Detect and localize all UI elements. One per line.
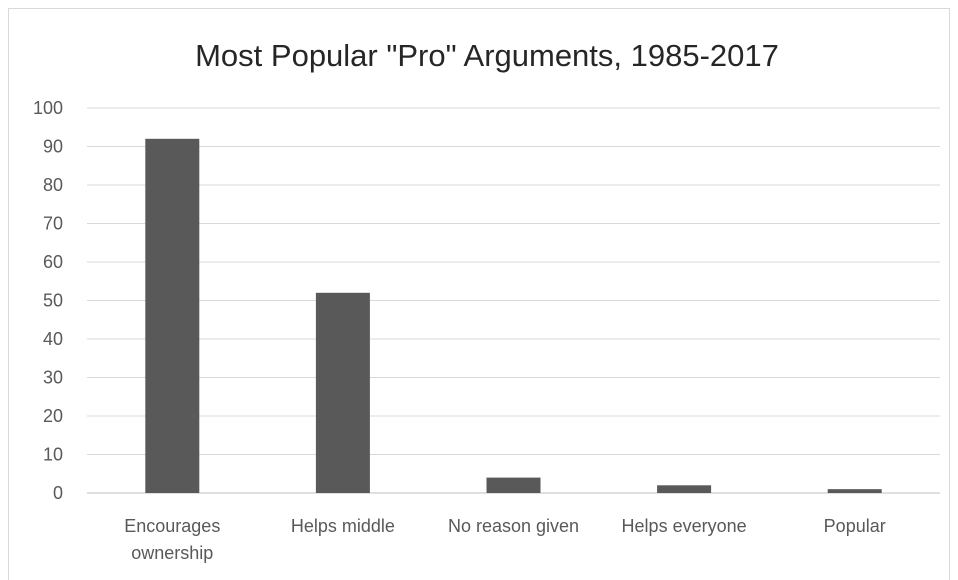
bars bbox=[145, 138, 882, 494]
chart-title: Most Popular "Pro" Arguments, 1985-2017 bbox=[195, 38, 779, 73]
x-category-label-line: Helps everyone bbox=[622, 516, 747, 536]
bar bbox=[315, 292, 370, 493]
y-tick-label: 30 bbox=[43, 368, 63, 388]
y-tick-label: 60 bbox=[43, 252, 63, 272]
y-tick-label: 20 bbox=[43, 406, 63, 426]
y-axis-labels: 0 10 20 30 40 50 60 70 80 90 100 bbox=[33, 98, 63, 503]
x-category-label-line: Popular bbox=[824, 516, 886, 536]
x-category-label: Helps everyone bbox=[622, 516, 747, 536]
y-tick-label: 80 bbox=[43, 175, 63, 195]
y-tick-label: 100 bbox=[33, 98, 63, 118]
bar bbox=[145, 138, 200, 494]
x-category-label: No reason given bbox=[448, 516, 579, 536]
x-category-label: Popular bbox=[824, 516, 886, 536]
y-tick-label: 70 bbox=[43, 214, 63, 234]
y-tick-label: 10 bbox=[43, 445, 63, 465]
y-tick-label: 50 bbox=[43, 291, 63, 311]
x-category-label-line: No reason given bbox=[448, 516, 579, 536]
x-category-label: Encourages ownership bbox=[124, 516, 220, 563]
x-category-label-line: ownership bbox=[131, 543, 213, 563]
gridlines bbox=[87, 107, 940, 494]
y-tick-label: 90 bbox=[43, 137, 63, 157]
x-category-label-line: Helps middle bbox=[291, 516, 395, 536]
x-category-label-line: Encourages bbox=[124, 516, 220, 536]
x-category-label: Helps middle bbox=[291, 516, 395, 536]
bar bbox=[827, 489, 882, 493]
bar bbox=[486, 477, 541, 493]
chart-frame bbox=[8, 8, 950, 580]
bar bbox=[657, 485, 712, 493]
y-tick-label: 0 bbox=[53, 483, 63, 503]
x-axis-labels: Encourages ownership Helps middle No reason… bbox=[124, 516, 885, 563]
y-tick-label: 40 bbox=[43, 329, 63, 349]
